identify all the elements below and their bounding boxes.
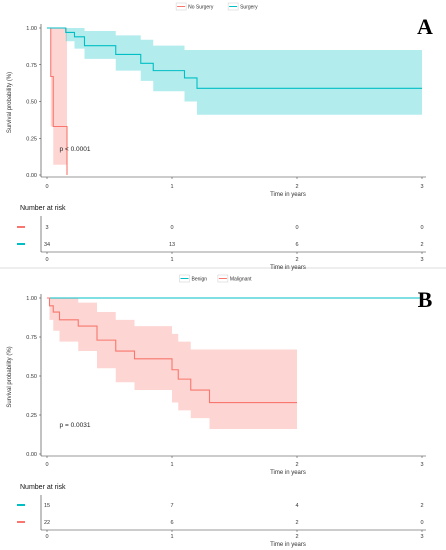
- risk-x-tick-label: 2: [295, 257, 298, 263]
- panel-separator: [0, 267, 446, 269]
- y-tick-label: 0.50: [26, 374, 37, 380]
- risk-count: 2: [420, 503, 423, 509]
- risk-x-tick-label: 0: [45, 534, 48, 540]
- risk-count: 2: [420, 242, 423, 248]
- x-tick-label: 1: [170, 184, 173, 190]
- risk-count: 0: [295, 225, 298, 231]
- risk-count: 15: [44, 503, 50, 509]
- risk-count: 6: [170, 520, 173, 526]
- legend-entry: Malignant: [230, 277, 252, 283]
- y-tick-label: 0.75: [26, 335, 37, 341]
- risk-x-tick-label: 1: [170, 257, 173, 263]
- y-tick-label: 0.00: [26, 173, 37, 179]
- legend-entry: Surgery: [240, 5, 258, 11]
- x-axis-label: Time in years: [270, 192, 306, 198]
- panel-label: B: [418, 287, 433, 312]
- x-tick-label: 0: [45, 462, 48, 468]
- survival-line-no-surgery: [47, 27, 68, 175]
- x-tick-label: 0: [45, 184, 48, 190]
- risk-x-axis-label: Time in years: [270, 542, 306, 548]
- legend-entry: Benign: [192, 277, 208, 283]
- risk-count: 0: [420, 520, 423, 526]
- legend-entry: No Surgery: [188, 5, 214, 11]
- risk-count: 0: [170, 225, 173, 231]
- ci-band-no-surgery: [47, 28, 67, 175]
- y-tick-label: 0.50: [26, 100, 37, 106]
- ci-band-surgery: [47, 28, 422, 115]
- risk-x-tick-label: 0: [45, 257, 48, 263]
- risk-count: 4: [295, 503, 298, 509]
- y-axis-label: Survival probability (%): [7, 346, 13, 407]
- risk-x-tick-label: 3: [420, 257, 423, 263]
- risk-table-title: Number at risk: [20, 205, 66, 212]
- x-tick-label: 3: [420, 462, 423, 468]
- x-tick-label: 2: [295, 462, 298, 468]
- y-tick-label: 0.00: [26, 452, 37, 458]
- risk-table-title: Number at risk: [20, 484, 66, 491]
- risk-count: 13: [169, 242, 175, 248]
- panel-b: Benign Malignant 0.00 0.25 0.50 0.75 1.00 0 1 2 3 T…: [7, 274, 433, 548]
- y-tick-label: 0.25: [26, 136, 37, 142]
- risk-count: 34: [44, 242, 50, 248]
- y-tick-label: 0.25: [26, 413, 37, 419]
- y-axis-label: Survival probability (%): [7, 72, 13, 133]
- risk-count: 7: [170, 503, 173, 509]
- y-tick-label: 1.00: [26, 296, 37, 302]
- risk-count: 0: [420, 225, 423, 231]
- survival-line-malignant: [47, 297, 297, 404]
- risk-count: 22: [44, 520, 50, 526]
- risk-count: 3: [45, 225, 48, 231]
- risk-x-tick-label: 1: [170, 534, 173, 540]
- risk-count: 2: [295, 520, 298, 526]
- x-axis-label: Time in years: [270, 470, 306, 476]
- p-value-annotation: p = 0.0031: [60, 422, 91, 429]
- survival-line-surgery: [47, 27, 422, 89]
- x-tick-label: 3: [420, 184, 423, 190]
- y-tick-label: 0.75: [26, 63, 37, 69]
- risk-x-tick-label: 3: [420, 534, 423, 540]
- p-value-annotation: p < 0.0001: [60, 146, 91, 153]
- x-tick-label: 2: [295, 184, 298, 190]
- panel-a: No Surgery Surgery 0.00 0.25 0.50 0.75 1.00 0 1 2…: [7, 2, 433, 271]
- risk-count: 6: [295, 242, 298, 248]
- y-tick-label: 1.00: [26, 26, 37, 32]
- x-tick-label: 1: [170, 462, 173, 468]
- risk-x-axis-label: Time in years: [270, 265, 306, 271]
- panel-label: A: [417, 14, 433, 39]
- risk-x-tick-label: 2: [295, 534, 298, 540]
